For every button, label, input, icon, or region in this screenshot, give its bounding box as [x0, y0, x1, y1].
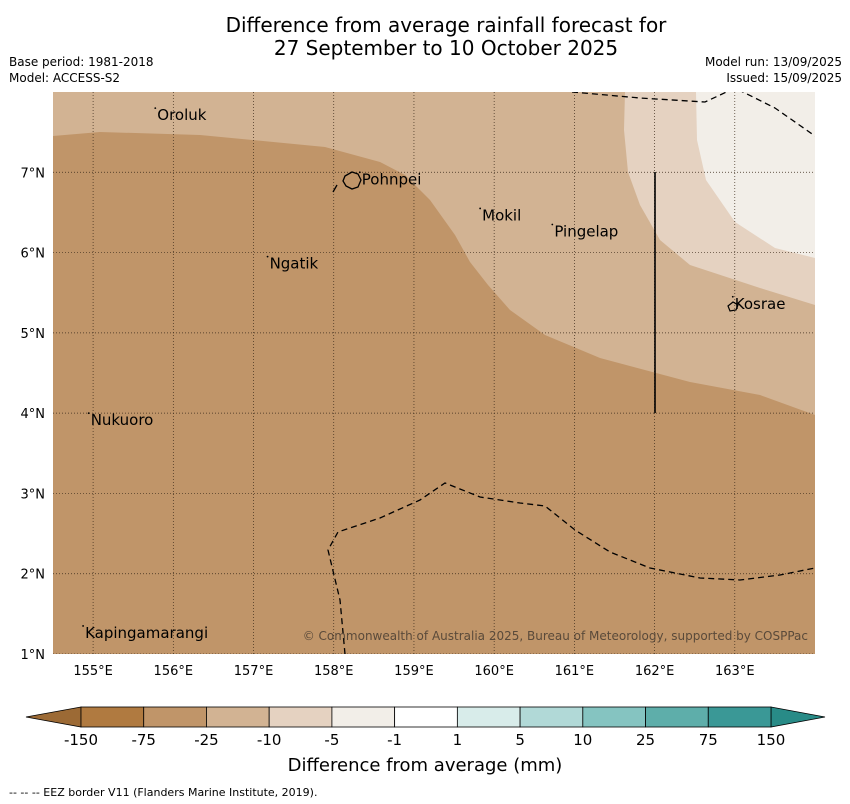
- colorbar-tick-label: 5: [515, 731, 525, 749]
- eez-border-west-stub: [332, 184, 338, 193]
- lat-tick-label: 6°N: [21, 247, 46, 262]
- colorbar-tick-label: -75: [131, 731, 156, 749]
- colorbar-tick-label: -5: [324, 731, 339, 749]
- colorbar-segment: [519, 706, 584, 728]
- place-label: Kosrae: [735, 295, 786, 313]
- lat-tick-label: 2°N: [21, 568, 46, 583]
- colorbar-tick-label: 25: [636, 731, 655, 749]
- base-period: Base period: 1981-2018: [9, 55, 154, 69]
- eez-footnote: -- -- -- EEZ border V11 (Flanders Marine…: [9, 786, 318, 799]
- lon-tick-label: 158°E: [314, 664, 354, 679]
- place-label: Pohnpei: [362, 170, 422, 188]
- anomaly-region-5-to-1: [696, 92, 815, 258]
- map-gridlines: [53, 92, 815, 654]
- place-label: Ngatik: [270, 255, 319, 273]
- model-name: Model: ACCESS-S2: [9, 71, 121, 85]
- place-labels: Oroluk Pohnpei Mokil Pingelap Ngatik Kosrae Nu…: [82, 106, 785, 642]
- issued-date: Issued: 15/09/2025: [726, 71, 842, 85]
- eez-border-south: [327, 482, 815, 654]
- colorbar-tick-label: -1: [387, 731, 402, 749]
- place-marker: [266, 255, 269, 258]
- lat-tick-label: 5°N: [21, 327, 46, 342]
- colorbar-extend-low: [25, 706, 82, 728]
- lon-tick-label: 161°E: [555, 664, 595, 679]
- place-marker: [731, 295, 734, 298]
- place-marker: [479, 207, 482, 210]
- place-marker: [358, 171, 361, 174]
- lon-tick-labels: 155°E 156°E 157°E 158°E 159°E 160°E 161°E 162°E…: [73, 664, 754, 679]
- lat-tick-labels: 7°N 6°N 5°N 4°N 3°N 2°N 1°N: [21, 166, 46, 663]
- lat-tick-label: 7°N: [21, 166, 46, 181]
- map-plot-area: Oroluk Pohnpei Mokil Pingelap Ngatik Kosrae Nu…: [53, 92, 815, 654]
- lon-tick-label: 163°E: [715, 664, 755, 679]
- colorbar-segment: [268, 706, 333, 728]
- colorbar-segment: [645, 706, 709, 728]
- place-marker: [154, 107, 157, 109]
- colorbar-segment: [456, 706, 521, 728]
- lat-tick-label: 3°N: [21, 487, 46, 502]
- colorbar-tick-label: 75: [699, 731, 718, 749]
- anomaly-region-25-to-10: [53, 92, 815, 415]
- colorbar: -150 -75 -25 -10 -5 -1 1 5 10 25 75 150: [25, 706, 826, 749]
- lon-tick-label: 159°E: [394, 664, 434, 679]
- place-marker: [551, 223, 554, 226]
- place-marker: [87, 412, 90, 415]
- lon-tick-label: 160°E: [474, 664, 514, 679]
- lon-tick-label: 162°E: [635, 664, 675, 679]
- kosrae-island-outline: [727, 301, 739, 312]
- colorbar-segment: [143, 706, 207, 728]
- colorbar-segment: [206, 706, 270, 728]
- colorbar-extend-high: [770, 706, 826, 728]
- title-line-2: 27 September to 10 October 2025: [273, 36, 619, 60]
- lon-tick-label: 155°E: [73, 664, 113, 679]
- colorbar-tick-label: -150: [64, 731, 98, 749]
- place-label: Nukuoro: [91, 411, 154, 429]
- colorbar-segment: [331, 706, 396, 728]
- colorbar-tick-label: -10: [257, 731, 282, 749]
- colorbar-tick-label: -25: [194, 731, 219, 749]
- lat-tick-label: 1°N: [21, 648, 46, 663]
- metadata-left: Base period: 1981-2018 Model: ACCESS-S2: [9, 54, 154, 86]
- place-marker: [82, 625, 84, 627]
- place-label: Mokil: [482, 206, 521, 224]
- colorbar-title: Difference from average (mm): [287, 755, 563, 776]
- lat-tick-label: 4°N: [21, 407, 46, 422]
- colorbar-segment: [394, 706, 458, 728]
- colorbar-segment: [707, 706, 772, 728]
- colorbar-segment: [80, 706, 145, 728]
- colorbar-tick-label: 1: [453, 731, 463, 749]
- place-label: Kapingamarangi: [85, 624, 208, 642]
- place-label: Pingelap: [554, 223, 618, 241]
- copyright-notice: © Commonwealth of Australia 2025, Bureau…: [303, 629, 808, 643]
- place-label: Oroluk: [157, 106, 206, 124]
- model-run: Model run: 13/09/2025: [704, 55, 842, 69]
- title-line-1: Difference from average rainfall forecas…: [225, 13, 667, 37]
- colorbar-tick-label: 150: [757, 731, 786, 749]
- colorbar-segment: [582, 706, 646, 728]
- metadata-right: Model run: 13/09/2025 Issued: 15/09/2025: [705, 54, 842, 86]
- colorbar-tick-label: 10: [573, 731, 592, 749]
- pohnpei-island-outline: [342, 171, 362, 190]
- lon-tick-label: 157°E: [234, 664, 274, 679]
- map-title: Difference from average rainfall forecas…: [0, 14, 850, 60]
- lon-tick-label: 156°E: [154, 664, 194, 679]
